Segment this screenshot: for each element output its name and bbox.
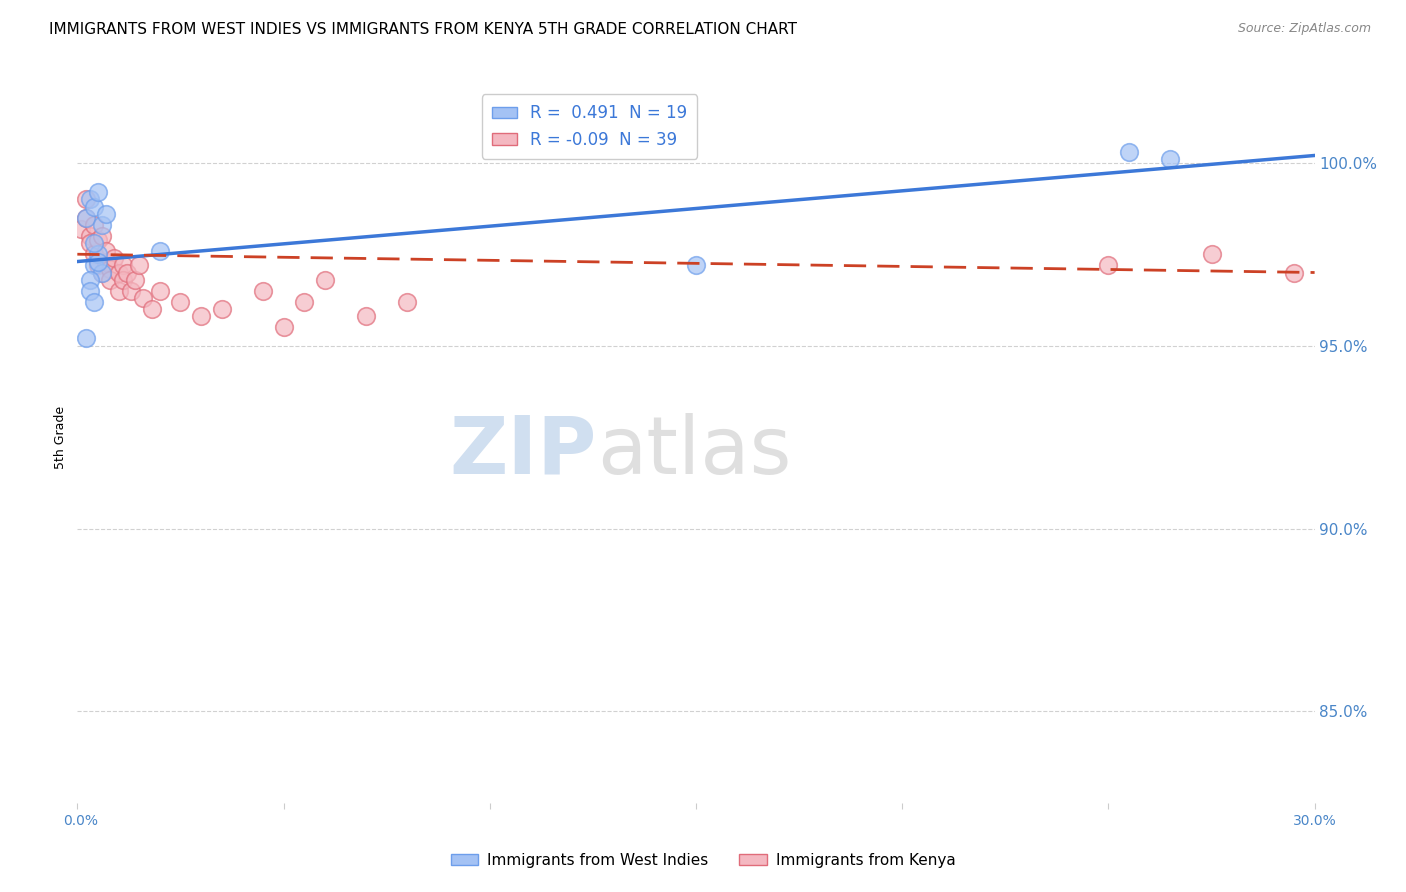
Point — [83, 200, 105, 214]
Legend: R =  0.491  N = 19, R = -0.09  N = 39: R = 0.491 N = 19, R = -0.09 N = 39 — [482, 95, 697, 159]
Point — [292, 294, 315, 309]
Point — [79, 193, 101, 207]
Point — [83, 294, 105, 309]
Point — [79, 229, 101, 244]
Text: 0.0%: 0.0% — [63, 814, 97, 828]
Point — [128, 258, 150, 272]
Point — [273, 320, 295, 334]
Point — [1118, 145, 1140, 159]
Point — [111, 258, 134, 272]
Point — [75, 211, 97, 225]
Point — [1097, 258, 1119, 272]
Point — [75, 211, 97, 225]
Point — [98, 261, 121, 276]
Point — [190, 310, 212, 324]
Text: ZIP: ZIP — [450, 413, 598, 491]
Point — [75, 193, 97, 207]
Text: Source: ZipAtlas.com: Source: ZipAtlas.com — [1237, 22, 1371, 36]
Y-axis label: 5th Grade: 5th Grade — [53, 406, 67, 468]
Point — [96, 244, 118, 258]
Point — [96, 207, 118, 221]
Point — [103, 251, 125, 265]
Point — [83, 236, 105, 251]
Legend: Immigrants from West Indies, Immigrants from Kenya: Immigrants from West Indies, Immigrants … — [444, 847, 962, 873]
Point — [83, 247, 105, 261]
Point — [87, 247, 110, 261]
Point — [107, 284, 129, 298]
Point — [111, 273, 134, 287]
Point — [141, 302, 163, 317]
Point — [1282, 266, 1305, 280]
Point — [120, 284, 142, 298]
Point — [98, 273, 121, 287]
Point — [87, 233, 110, 247]
Text: IMMIGRANTS FROM WEST INDIES VS IMMIGRANTS FROM KENYA 5TH GRADE CORRELATION CHART: IMMIGRANTS FROM WEST INDIES VS IMMIGRANT… — [49, 22, 797, 37]
Point — [87, 258, 110, 272]
Point — [79, 273, 101, 287]
Point — [685, 258, 707, 272]
Point — [83, 258, 105, 272]
Point — [91, 266, 114, 280]
Point — [96, 254, 118, 268]
Point — [314, 273, 336, 287]
Point — [87, 185, 110, 199]
Point — [91, 266, 114, 280]
Point — [132, 291, 155, 305]
Point — [83, 218, 105, 232]
Point — [396, 294, 419, 309]
Point — [354, 310, 377, 324]
Text: atlas: atlas — [598, 413, 792, 491]
Point — [70, 221, 93, 235]
Point — [107, 266, 129, 280]
Point — [79, 236, 101, 251]
Point — [169, 294, 191, 309]
Point — [79, 284, 101, 298]
Point — [149, 284, 172, 298]
Point — [124, 273, 146, 287]
Point — [91, 229, 114, 244]
Point — [75, 331, 97, 345]
Point — [87, 254, 110, 268]
Point — [91, 218, 114, 232]
Point — [149, 244, 172, 258]
Point — [115, 266, 138, 280]
Point — [211, 302, 233, 317]
Point — [1201, 247, 1223, 261]
Point — [1159, 152, 1181, 166]
Point — [252, 284, 274, 298]
Text: 30.0%: 30.0% — [1292, 814, 1337, 828]
